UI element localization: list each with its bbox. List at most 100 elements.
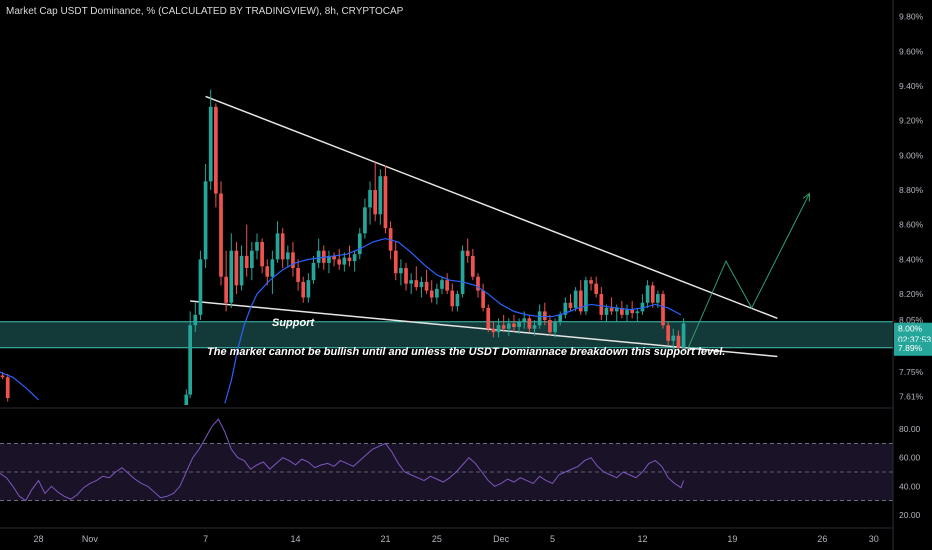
candle <box>455 290 460 312</box>
candle <box>249 242 254 281</box>
candle-body <box>465 250 470 256</box>
y-tick-label: 8.20% <box>899 289 924 299</box>
candle-body <box>229 250 234 303</box>
candle-body <box>609 307 614 312</box>
candle <box>280 228 285 269</box>
x-tick-label: 26 <box>817 534 827 544</box>
candle-body <box>445 280 449 291</box>
candle <box>5 373 10 402</box>
candle <box>429 280 434 303</box>
candle <box>465 238 470 263</box>
candle-body <box>249 250 254 269</box>
candle <box>476 273 480 298</box>
candle-body <box>681 323 686 348</box>
candle <box>604 304 609 322</box>
candlesticks <box>0 89 686 405</box>
candle <box>337 248 342 270</box>
candle-body <box>265 266 270 277</box>
candle-body <box>584 280 588 312</box>
candle <box>645 280 650 308</box>
candle <box>676 330 681 353</box>
candle-body <box>491 328 496 333</box>
candle-body <box>435 288 439 298</box>
candle-body <box>291 252 295 269</box>
candle-body <box>342 257 347 265</box>
candle <box>270 250 275 295</box>
candle <box>244 224 249 277</box>
candle <box>316 238 321 269</box>
candle <box>311 255 316 284</box>
x-tick-label: Dec <box>493 534 510 544</box>
candle-body <box>506 323 511 329</box>
y-tick-label: 8.05% <box>899 315 924 325</box>
candle-body <box>645 285 650 303</box>
candle <box>501 314 506 333</box>
price-badge-text: 8.00% <box>898 324 923 334</box>
candle <box>373 162 378 222</box>
ma-line-segment <box>224 237 682 404</box>
candle <box>548 314 552 336</box>
rsi-y-tick-label: 40.00 <box>899 481 921 491</box>
candle <box>553 318 557 338</box>
y-tick-label: 9.80% <box>899 12 924 22</box>
candle <box>496 318 501 338</box>
candle <box>640 294 645 315</box>
candle <box>594 276 599 298</box>
candle <box>661 290 665 329</box>
price-badges: 8.00%02:37:537.89% <box>894 322 932 356</box>
candle-body <box>409 280 414 284</box>
candle-body <box>193 314 198 326</box>
candle-body <box>558 314 563 322</box>
x-tick-label: 14 <box>291 534 301 544</box>
candle <box>352 250 357 272</box>
y-tick-label: 8.80% <box>899 185 924 195</box>
candle-body <box>244 255 249 269</box>
candle-body <box>399 268 403 274</box>
candle-body <box>578 290 583 312</box>
candle <box>214 103 218 208</box>
candle <box>506 318 511 336</box>
x-tick-label: 7 <box>203 534 208 544</box>
candle <box>306 273 311 303</box>
price-badge-text: 7.89% <box>898 343 923 353</box>
rsi-pane <box>0 418 893 502</box>
candle <box>609 297 614 315</box>
rsi-y-tick-label: 60.00 <box>899 453 921 463</box>
chart-title: Market Cap USDT Dominance, % (CALCULATED… <box>6 6 404 17</box>
candle-body <box>0 375 5 378</box>
ma-line-segment <box>0 371 39 401</box>
candle-body <box>424 281 429 291</box>
candle-body <box>563 302 568 315</box>
price-badge <box>894 341 932 356</box>
candle-body <box>640 302 645 312</box>
candle-body <box>517 321 521 327</box>
candle-body <box>363 207 367 234</box>
candle-body <box>470 255 475 277</box>
candle-body <box>316 250 321 263</box>
x-tick-label: 30 <box>869 534 879 544</box>
support-band <box>0 321 893 348</box>
candle-body <box>548 320 552 333</box>
candle-body <box>260 242 264 267</box>
candle <box>327 250 331 274</box>
candle <box>542 302 547 326</box>
candle <box>573 287 578 312</box>
candle <box>219 181 223 286</box>
candle <box>342 252 347 272</box>
candle-body <box>481 290 485 308</box>
candle <box>409 273 414 295</box>
candle-body <box>527 318 532 329</box>
candle <box>589 276 593 291</box>
projection-arrowhead <box>802 192 811 202</box>
candle-body <box>532 325 537 329</box>
candle-body <box>656 294 660 303</box>
candle-body <box>5 377 10 399</box>
candle-body <box>553 321 557 333</box>
candle-body <box>214 106 218 194</box>
projection-line <box>686 193 810 350</box>
candle <box>486 304 491 333</box>
candle <box>198 250 203 321</box>
candle <box>460 245 465 298</box>
annotation-text: The market cannot be bullish until and u… <box>207 346 725 358</box>
